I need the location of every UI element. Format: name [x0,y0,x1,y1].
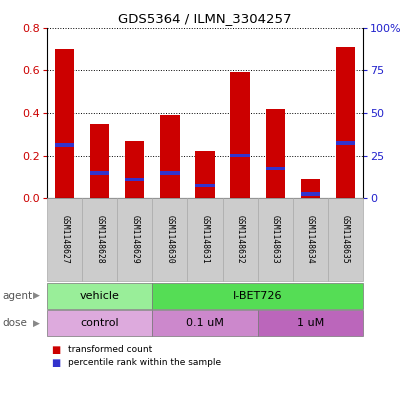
Text: GSM1148634: GSM1148634 [305,215,314,264]
Text: vehicle: vehicle [80,291,119,301]
Bar [265,167,284,170]
Bar [125,178,144,181]
Bar [90,171,109,174]
Text: agent: agent [2,291,32,301]
Bar [300,179,319,198]
Bar [257,310,362,336]
Bar [230,154,249,158]
Text: dose: dose [2,318,27,328]
Bar [90,124,109,198]
Text: GSM1148632: GSM1148632 [235,215,244,264]
Bar [265,109,284,198]
Bar [187,198,222,281]
Text: GDS5364 / ILMN_3304257: GDS5364 / ILMN_3304257 [118,12,291,25]
Bar [55,49,74,198]
Bar [300,193,319,196]
Bar [47,283,152,309]
Bar [47,198,82,281]
Bar [195,184,214,187]
Text: GSM1148629: GSM1148629 [130,215,139,264]
Text: control: control [80,318,119,328]
Bar [195,151,214,198]
Text: ▶: ▶ [34,319,40,328]
Text: I-BET726: I-BET726 [232,291,282,301]
Bar [335,141,354,145]
Bar [47,310,152,336]
Text: 0.1 uM: 0.1 uM [186,318,223,328]
Bar [82,198,117,281]
Text: ■: ■ [51,358,61,368]
Text: 1 uM: 1 uM [296,318,323,328]
Text: transformed count: transformed count [67,345,151,354]
Bar [160,171,179,174]
Bar [160,115,179,198]
Text: GSM1148630: GSM1148630 [165,215,174,264]
Text: percentile rank within the sample: percentile rank within the sample [67,358,220,367]
Bar [335,47,354,198]
Bar [117,198,152,281]
Bar [152,310,257,336]
Bar [55,143,74,147]
Text: GSM1148627: GSM1148627 [60,215,69,264]
Text: GSM1148635: GSM1148635 [340,215,349,264]
Bar [152,283,362,309]
Text: ▶: ▶ [34,291,40,300]
Text: GSM1148633: GSM1148633 [270,215,279,264]
Text: GSM1148631: GSM1148631 [200,215,209,264]
Bar [230,72,249,198]
Text: GSM1148628: GSM1148628 [95,215,104,264]
Text: ■: ■ [51,345,61,355]
Bar [125,141,144,198]
Bar [292,198,327,281]
Bar [257,198,292,281]
Bar [222,198,257,281]
Bar [327,198,362,281]
Bar [152,198,187,281]
